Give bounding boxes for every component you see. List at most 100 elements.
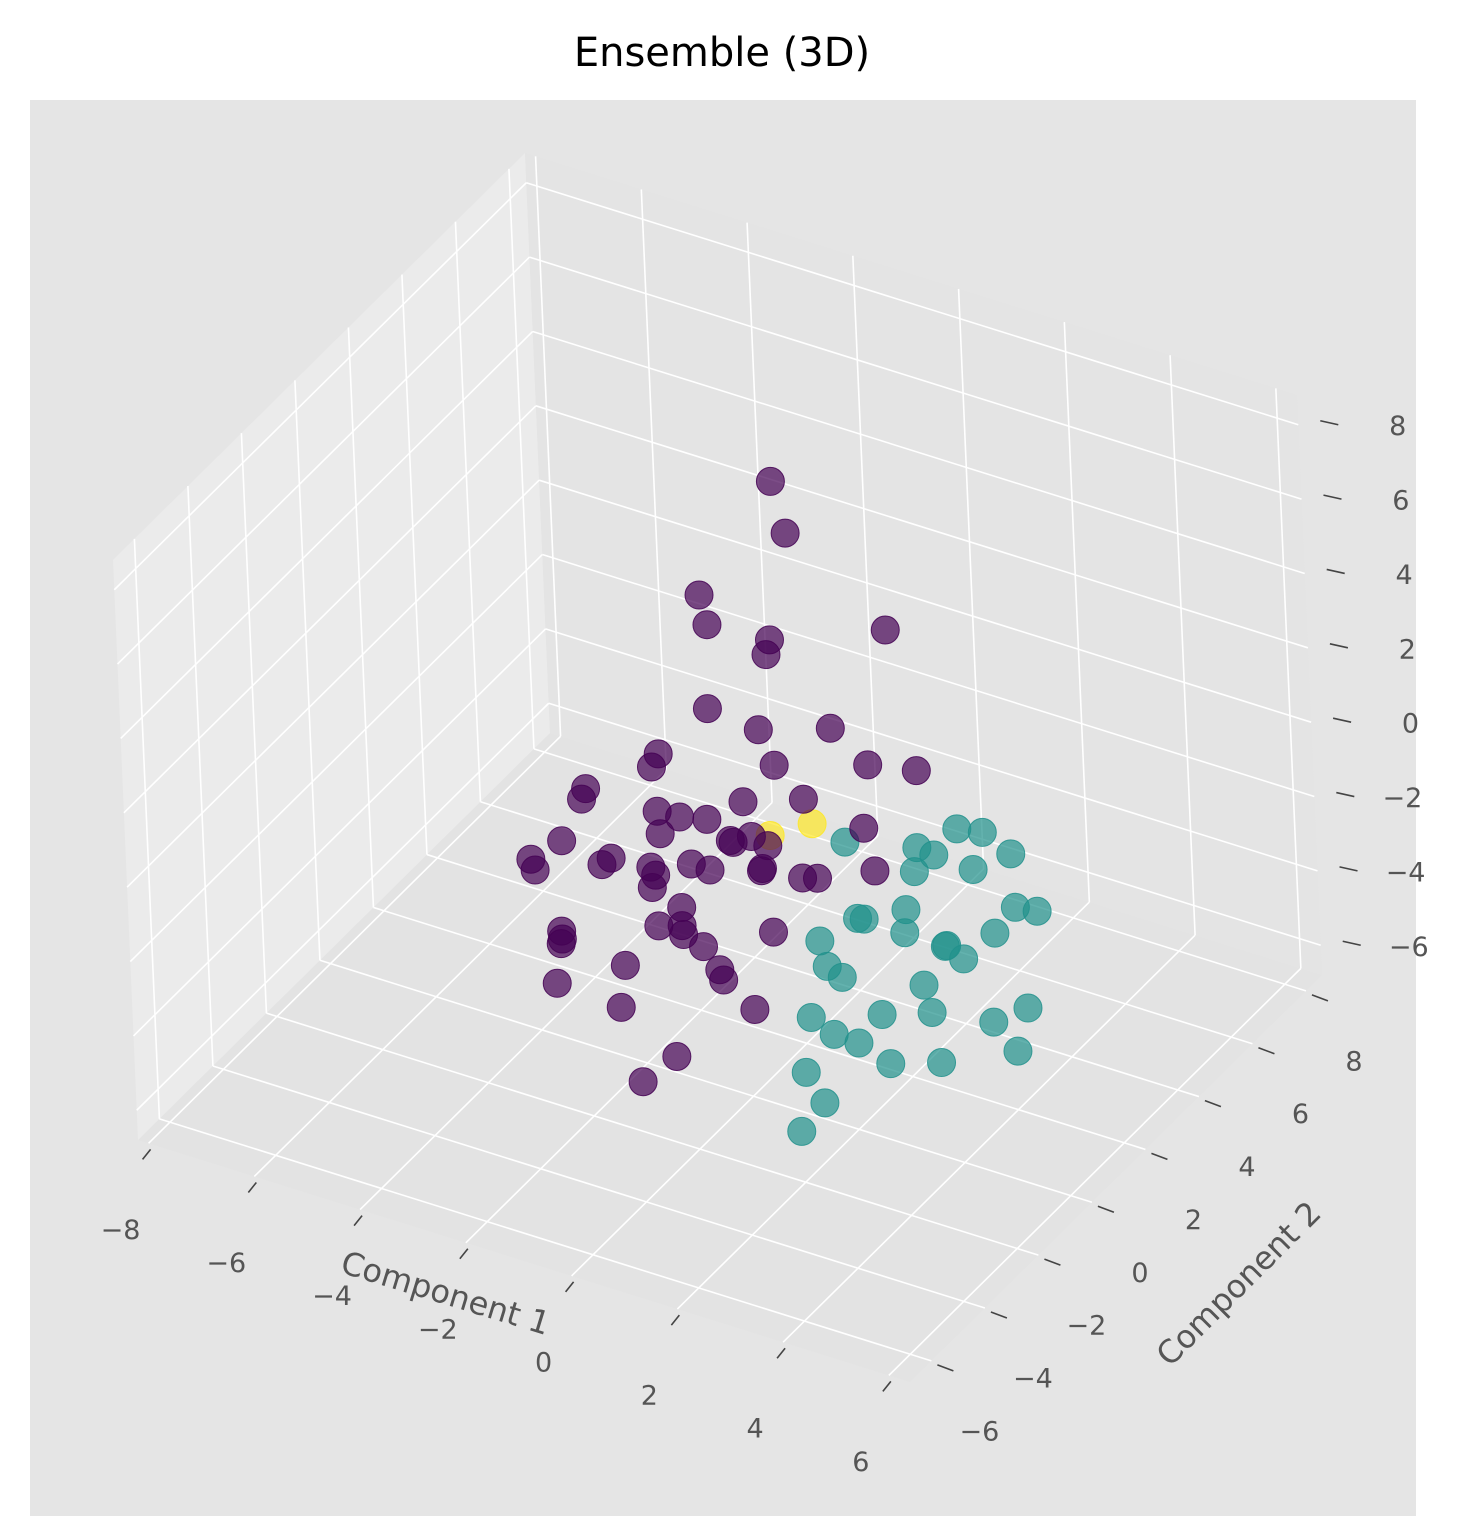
point (567, 784, 597, 814)
point (692, 610, 722, 640)
point (843, 903, 873, 933)
point (927, 1048, 957, 1078)
z-tick (1320, 419, 1339, 426)
point (546, 929, 576, 959)
x-tick-label: 0 (535, 1347, 552, 1378)
point (853, 750, 883, 780)
y-tick (1258, 1046, 1275, 1055)
point (810, 1088, 840, 1118)
floor-pane (138, 733, 1322, 1382)
y-tick-label: −2 (1067, 1311, 1107, 1342)
point (787, 1116, 817, 1146)
grid-line (126, 479, 540, 888)
point (860, 856, 890, 886)
point (740, 994, 770, 1024)
grid-line (129, 553, 543, 963)
z-tick (1323, 494, 1342, 500)
x-tick-label: 4 (747, 1414, 764, 1445)
grid-line (426, 853, 1200, 1098)
point (644, 911, 674, 941)
x-tick (564, 1281, 575, 1293)
grid-line (319, 959, 1093, 1204)
point (684, 580, 714, 610)
point (692, 694, 722, 724)
point (636, 752, 666, 782)
grid-line (529, 256, 1302, 500)
point (815, 713, 845, 743)
y-tick-label: 8 (1345, 1046, 1362, 1077)
z-tick-label: 0 (1402, 709, 1419, 740)
grid-line (1275, 388, 1302, 969)
point (812, 951, 842, 981)
point (849, 813, 879, 843)
point (876, 1049, 906, 1079)
point (695, 855, 725, 885)
x-tick (353, 1215, 363, 1227)
x-tick-label: 6 (852, 1447, 869, 1478)
x-tick-label: −2 (418, 1314, 458, 1345)
grid-line (957, 288, 985, 869)
x-tick (459, 1248, 469, 1260)
z-tick-label: 6 (1392, 486, 1409, 517)
z-tick-label: −2 (1382, 783, 1422, 814)
grid-line (187, 485, 214, 1067)
point (669, 920, 699, 950)
grid-line (373, 906, 1146, 1151)
z-tick-label: 4 (1396, 560, 1413, 591)
point (805, 926, 835, 956)
point (743, 715, 773, 745)
point (709, 965, 739, 995)
grid-line (852, 255, 879, 836)
z-tick-label: −6 (1389, 932, 1429, 963)
point (770, 518, 800, 548)
point (718, 827, 748, 857)
z-tick (1326, 568, 1345, 575)
grid-line (454, 221, 482, 802)
point (901, 756, 931, 786)
point (606, 992, 636, 1022)
x-tick-label: −6 (206, 1248, 246, 1279)
point (803, 863, 833, 893)
grid-line (532, 330, 1305, 575)
grid-line (347, 327, 375, 908)
x-tick-label: 2 (641, 1381, 658, 1412)
chart-title: Ensemble (3D) (574, 30, 870, 76)
z-tick (1339, 866, 1358, 872)
x-tick (141, 1148, 152, 1160)
x-tick (776, 1347, 786, 1359)
point (942, 814, 972, 844)
point (636, 852, 666, 882)
x-tick-label: −8 (101, 1215, 141, 1246)
point (542, 968, 572, 998)
grid-line (545, 628, 1318, 872)
point (958, 855, 988, 885)
grid-line (266, 1012, 1039, 1256)
grid-line (542, 553, 1315, 798)
z-tick (1329, 643, 1349, 649)
grid-line (294, 380, 321, 961)
left-pane (113, 153, 550, 1140)
grid-line (120, 330, 534, 740)
grid-line (782, 934, 1196, 1343)
z-tick (1336, 791, 1355, 798)
point (755, 466, 785, 496)
point (547, 826, 577, 856)
point (949, 944, 979, 974)
grid-line (534, 156, 562, 737)
y-tick-label: −6 (959, 1416, 999, 1447)
point (662, 1042, 692, 1072)
point (596, 843, 626, 873)
point (788, 784, 818, 814)
back-pane (525, 153, 1322, 975)
grid-line (746, 222, 773, 803)
point (844, 1028, 874, 1058)
grid-line (888, 967, 1302, 1376)
grid-line (640, 189, 668, 770)
grid-line (133, 538, 161, 1119)
grid-line (253, 768, 667, 1178)
x-tick (247, 1181, 257, 1193)
point (758, 917, 788, 947)
grid-line (548, 702, 1321, 947)
y-tick (1204, 1099, 1222, 1108)
